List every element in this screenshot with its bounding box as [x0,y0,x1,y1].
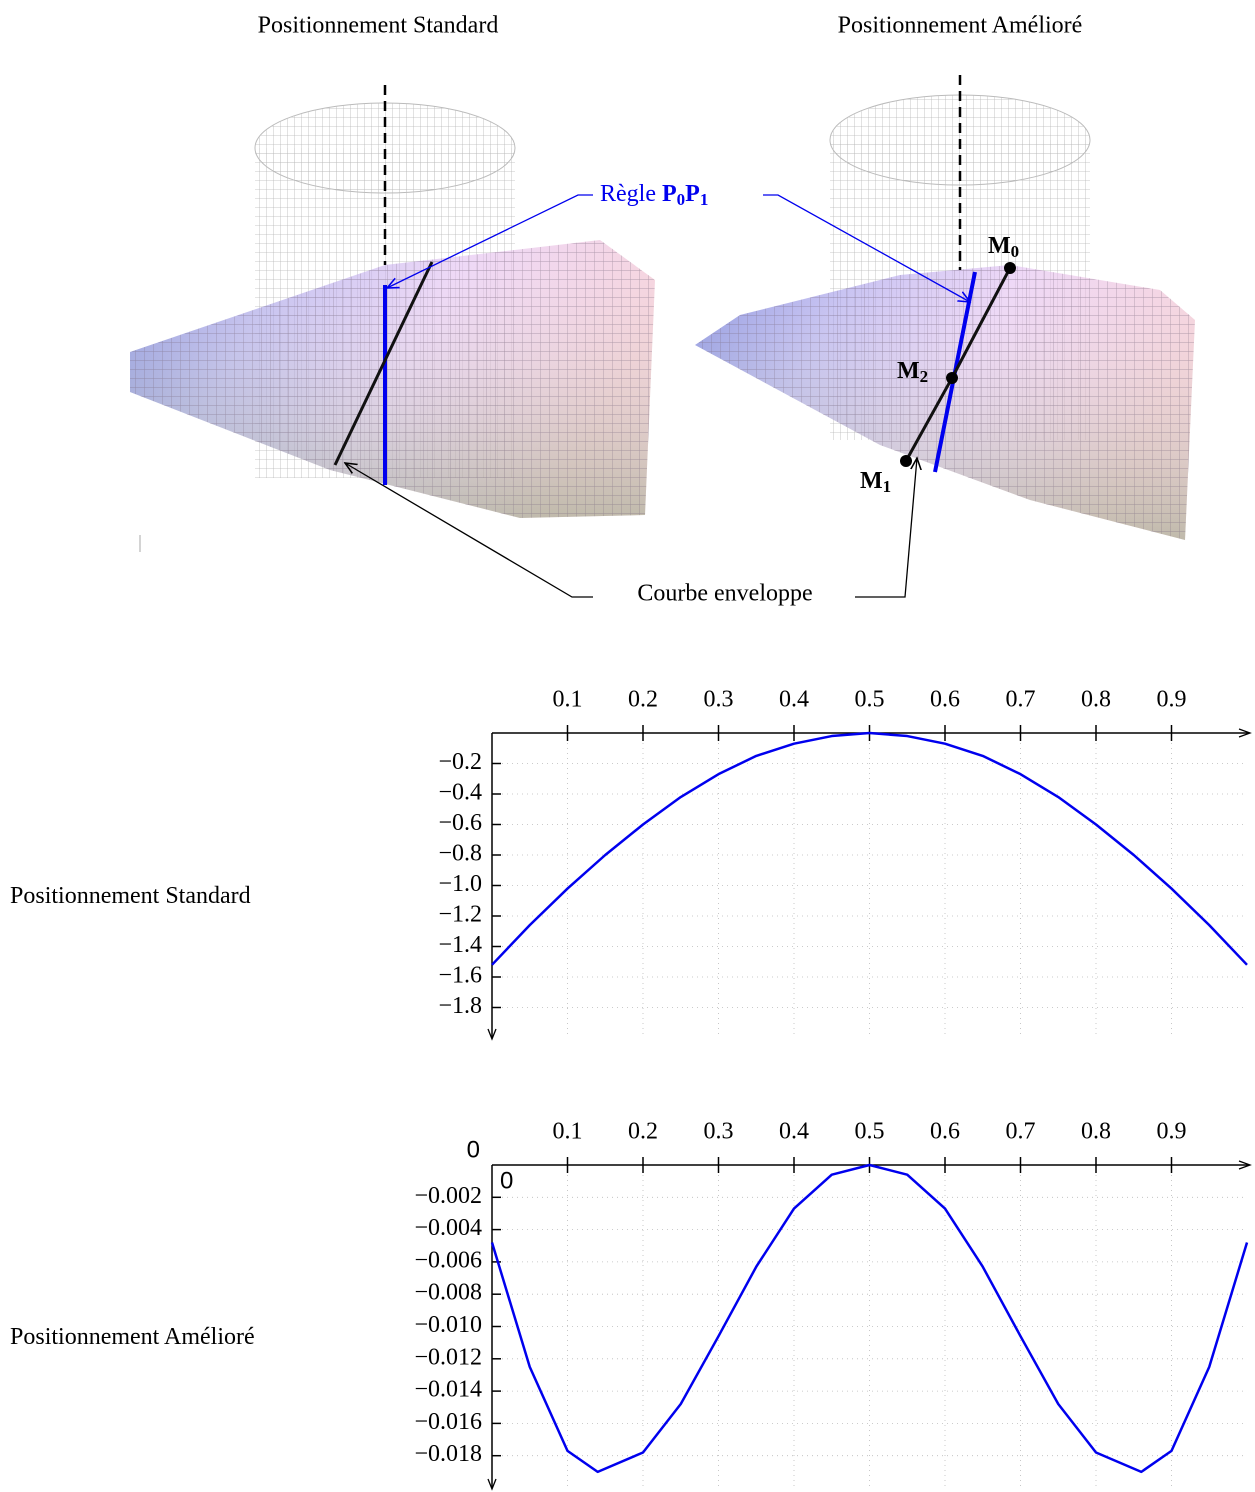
data-line [491,731,1248,966]
y-axis-title: Positionnement Amélioré [10,1324,255,1350]
envelope-curve [333,261,434,466]
x-tick-label: 0.4 [779,687,809,713]
surface-mesh [130,240,655,518]
point-label: M1 [860,468,891,496]
cylinder-top [254,102,516,194]
y-tick-label: −0.012 [414,1344,482,1370]
right-title: Positionnement Amélioré [838,13,1083,39]
surface-mesh [695,265,1195,540]
point-index: 1 [700,190,709,209]
x-tick-label: 0.1 [553,1119,583,1145]
x-axis-arrow [1238,1160,1252,1170]
envelope-label: Courbe enveloppe [637,581,812,607]
leader [387,194,593,288]
x-tick-label: 0.7 [1006,1119,1036,1145]
x-tick-label: 0.6 [930,687,960,713]
x-tick-label: 0.5 [855,687,885,713]
leader [855,458,917,598]
y-tick-label: −0.010 [414,1312,482,1338]
chart: Positionnement Standard 0.1 0.2 0.3 0.4 0.5 0.… [10,687,1252,1041]
y-tick-label: −0.008 [414,1280,482,1306]
y-axis-arrow [487,1028,497,1041]
ruling-label: Règle P0P1 [600,181,708,209]
y-axis-title: Positionnement Standard [10,883,251,909]
y-tick-label: −0.016 [414,1409,482,1435]
illustrations: Positionnement Standard Positionnement A… [130,13,1195,607]
ruling-prefix: Règle [600,181,656,207]
y-tick-label: −0.004 [414,1215,482,1241]
origin-label: 0 [500,1167,513,1194]
y-tick-label: −0.014 [414,1377,482,1403]
x-tick-label: 0.4 [779,1119,809,1145]
x-tick-label: 0.2 [628,1119,658,1145]
point [900,455,912,467]
y-tick-label: −0.018 [414,1441,482,1467]
point-index: 2 [920,367,929,386]
x-tick-label: 0.7 [1006,687,1036,713]
x-tick-label: 0.6 [930,1119,960,1145]
y-tick-label: −1.6 [438,963,482,989]
point-name: M [860,468,883,494]
point [1004,262,1016,274]
point-name: M [897,358,920,384]
y-tick-label: −0.006 [414,1247,482,1273]
point-name: P [685,181,700,207]
point [946,372,958,384]
right-figure [695,75,1195,540]
x-tick-label: 0.3 [704,1119,734,1145]
left-title: Positionnement Standard [258,13,499,39]
y-tick-label: −1.8 [438,993,482,1019]
leader [763,194,970,302]
origin-label: 0 [467,1136,480,1163]
y-tick-label: −0.4 [438,780,482,806]
x-axis-arrow [1238,728,1252,738]
y-tick-label: −1.2 [438,902,482,928]
point-label: M0 [988,233,1019,261]
chart: Positionnement Amélioré 0.1 0.2 0.3 0.4 0.5 0.… [10,1119,1252,1491]
y-tick-label: −0.002 [414,1183,482,1209]
y-tick-label: −1.4 [438,932,482,958]
point-index: 0 [677,190,686,209]
y-tick-label: −0.2 [438,749,482,775]
x-tick-label: 0.8 [1081,1119,1111,1145]
x-tick-label: 0.5 [855,1119,885,1145]
y-tick-label: −0.6 [438,810,482,836]
point-name: P [662,181,677,207]
x-tick-label: 0.3 [704,687,734,713]
data-line [490,1163,1249,1474]
x-tick-label: 0.2 [628,687,658,713]
x-tick-label: 0.8 [1081,687,1111,713]
x-tick-label: 0.1 [553,687,583,713]
y-axis-arrow [487,1478,497,1491]
left-figure [130,85,655,552]
leader [345,463,593,598]
point-label: M2 [897,358,928,386]
point-name: M [988,233,1011,259]
x-tick-label: 0.9 [1157,687,1187,713]
x-tick-label: 0.9 [1157,1119,1187,1145]
point-index: 1 [883,477,892,496]
point-index: 0 [1011,242,1020,261]
y-tick-label: −0.8 [438,841,482,867]
y-tick-label: −1.0 [438,871,482,897]
